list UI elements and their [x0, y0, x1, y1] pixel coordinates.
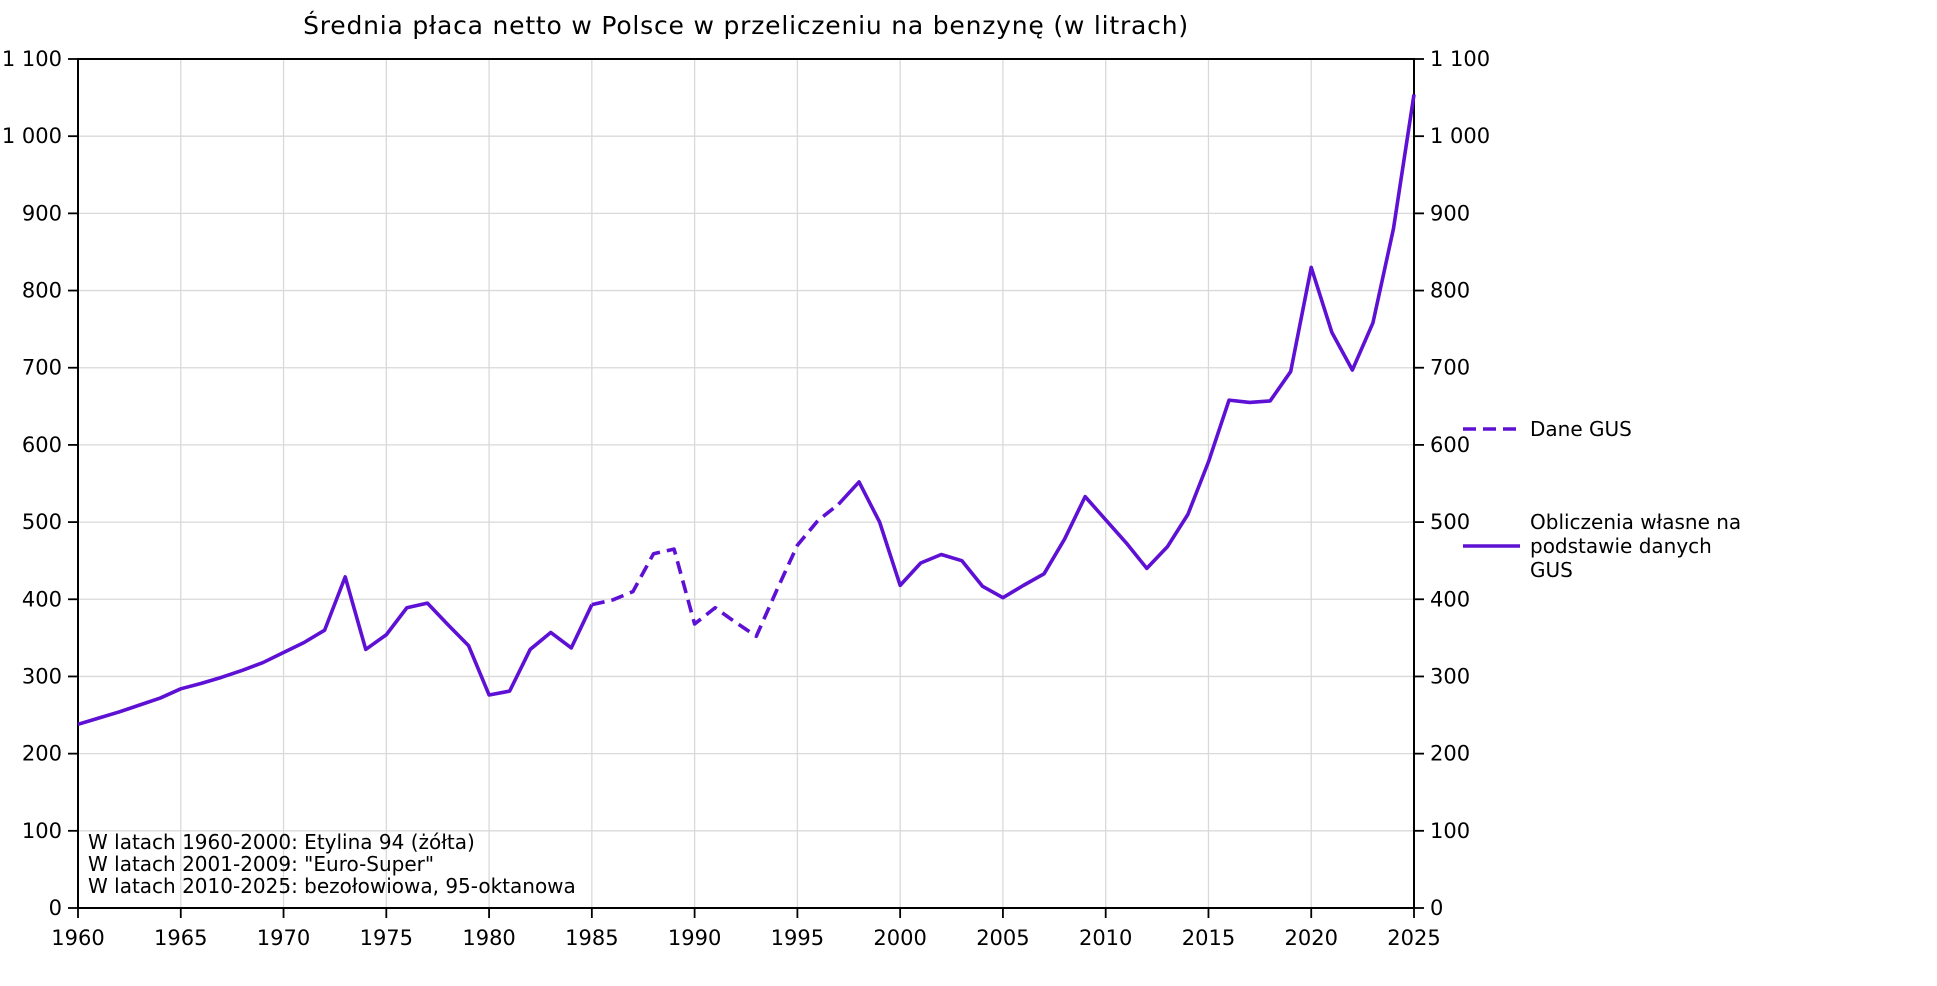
x-axis-label: 2020	[1285, 926, 1338, 950]
y-axis-label-left: 700	[22, 356, 62, 380]
y-axis-label-right: 200	[1430, 742, 1470, 766]
y-axis-label-right: 500	[1430, 510, 1470, 534]
y-axis-label-left: 400	[22, 587, 62, 611]
y-axis-label-right: 700	[1430, 356, 1470, 380]
x-axis-label: 2005	[976, 926, 1029, 950]
y-axis-label-left: 200	[22, 742, 62, 766]
dashed-line-sample	[1463, 427, 1520, 431]
legend-item-obliczenia: Obliczenia własne na podstawie danych GU…	[1463, 510, 1745, 582]
x-axis-label: 1970	[257, 926, 310, 950]
y-axis-label-left: 0	[49, 896, 62, 920]
x-axis-label: 1990	[668, 926, 721, 950]
y-axis-label-right: 300	[1430, 664, 1470, 688]
y-axis-label-right: 400	[1430, 587, 1470, 611]
x-axis-label: 2010	[1079, 926, 1132, 950]
y-axis-label-left: 900	[22, 201, 62, 225]
annotation-line-2: W latach 2001-2009: "Euro-Super"	[88, 852, 435, 876]
y-axis-label-left: 100	[22, 819, 62, 843]
x-axis-label: 1960	[51, 926, 104, 950]
solid-line-sample	[1463, 544, 1520, 548]
x-axis-label: 1965	[154, 926, 207, 950]
y-axis-label-right: 0	[1430, 896, 1443, 920]
y-axis-label-left: 600	[22, 433, 62, 457]
x-axis-label: 2025	[1387, 926, 1440, 950]
y-axis-label-left: 500	[22, 510, 62, 534]
y-axis-label-left: 800	[22, 279, 62, 303]
y-axis-label-left: 300	[22, 664, 62, 688]
fuel-type-annotation: W latach 1960-2000: Etylina 94 (żółta) W…	[88, 831, 576, 897]
annotation-line-1: W latach 1960-2000: Etylina 94 (żółta)	[88, 830, 475, 854]
y-axis-label-right: 1 000	[1430, 124, 1490, 148]
y-axis-label-right: 900	[1430, 201, 1470, 225]
x-axis-label: 1995	[771, 926, 824, 950]
y-axis-label-right: 600	[1430, 433, 1470, 457]
data-line-solid	[837, 94, 1416, 600]
x-axis-label: 2015	[1182, 926, 1235, 950]
y-axis-label-right: 800	[1430, 279, 1470, 303]
y-axis-label-left: 1 000	[2, 124, 62, 148]
legend-label-obliczenia: Obliczenia własne na podstawie danych GU…	[1530, 510, 1742, 582]
legend-item-dane-gus: Dane GUS	[1463, 417, 1632, 441]
x-axis-label: 1985	[565, 926, 618, 950]
legend-label-dane-gus: Dane GUS	[1530, 417, 1632, 441]
y-axis-label-right: 100	[1430, 819, 1470, 843]
data-line-solid	[77, 575, 594, 727]
annotation-line-3: W latach 2010-2025: bezołowiowa, 95-okta…	[88, 874, 576, 898]
x-axis-label: 1975	[360, 926, 413, 950]
y-axis-label-right: 1 100	[1430, 47, 1490, 71]
x-axis-label: 2000	[873, 926, 926, 950]
y-axis-label-left: 1 100	[2, 47, 62, 71]
plot-frame	[77, 58, 1415, 909]
x-axis-label: 1980	[462, 926, 515, 950]
chart-title: Średnia płaca netto w Polsce w przelicze…	[303, 11, 1189, 40]
data-line-dashed	[591, 502, 840, 639]
